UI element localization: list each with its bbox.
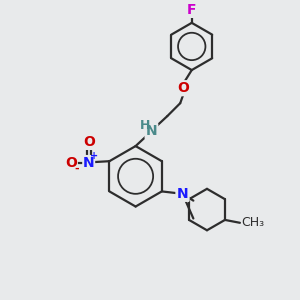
Text: N: N bbox=[177, 187, 188, 201]
Text: O: O bbox=[65, 156, 77, 170]
Text: F: F bbox=[187, 3, 196, 17]
Text: N: N bbox=[177, 187, 188, 201]
Text: N: N bbox=[146, 124, 157, 138]
Text: CH₃: CH₃ bbox=[241, 216, 265, 229]
Text: -: - bbox=[75, 164, 80, 174]
Text: O: O bbox=[178, 81, 190, 95]
Text: H: H bbox=[140, 119, 150, 132]
Text: +: + bbox=[90, 151, 98, 161]
Text: N: N bbox=[83, 156, 94, 170]
Text: O: O bbox=[83, 135, 94, 149]
